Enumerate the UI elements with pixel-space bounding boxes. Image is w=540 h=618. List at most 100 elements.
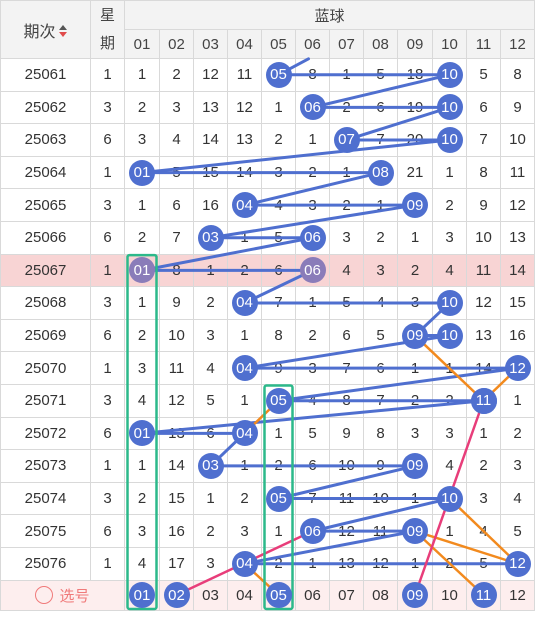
omission-cell: 4	[295, 383, 330, 418]
omission-cell: 9	[329, 416, 364, 451]
table-row[interactable]: 2506710181260643241114	[0, 253, 535, 288]
omission-cell: 3	[397, 286, 433, 320]
omission-cell: 3	[363, 253, 398, 288]
omission-cell: 3	[432, 416, 467, 451]
pick-label-cell[interactable]: 选号	[0, 579, 125, 611]
table-row[interactable]: 25076141730421131212512	[0, 546, 535, 581]
issue-number: 25066	[0, 220, 91, 255]
pick-number[interactable]: 08	[363, 579, 398, 611]
table-row[interactable]: 2507311140312610909423	[0, 449, 535, 483]
omission-cell: 14	[193, 123, 228, 157]
omission-cell: 3	[295, 351, 330, 385]
ball-marker: 09	[402, 452, 428, 479]
omission-cell: 2	[363, 220, 398, 255]
omission-cell: 19	[397, 90, 433, 125]
ball-marker: 06	[299, 224, 326, 251]
omission-cell: 8	[466, 155, 501, 190]
issue-header[interactable]: 期次	[0, 0, 91, 59]
ball-marker: 09	[402, 192, 428, 219]
select-circle-icon[interactable]	[35, 586, 54, 604]
omission-cell: 5	[329, 286, 364, 320]
blue-number-header: 06	[295, 29, 330, 59]
sort-icon[interactable]	[58, 25, 68, 39]
omission-cell: 3	[466, 481, 501, 516]
omission-cell: 3	[261, 155, 296, 190]
table-row[interactable]: 2506531616044321092912	[0, 188, 535, 222]
selected-pick-ball[interactable]: 09	[402, 582, 428, 608]
ball-marker: 10	[436, 126, 463, 153]
omission-cell: 5	[466, 58, 501, 92]
omission-cell: 7	[466, 123, 501, 157]
omission-cell: 4	[500, 481, 535, 516]
omission-cell: 6	[295, 449, 330, 483]
omission-cell: 2	[193, 286, 228, 320]
omission-cell: 12	[329, 514, 364, 548]
ball-marker: 05	[265, 485, 292, 512]
issue-number: 25076	[0, 546, 91, 581]
omission-cell: 10	[329, 449, 364, 483]
issue-number: 25061	[0, 58, 91, 92]
omission-cell: 5	[466, 546, 501, 581]
ball-marker: 04	[231, 355, 258, 382]
omission-cell: 8	[159, 253, 194, 288]
omission-cell: 3	[159, 90, 194, 125]
table-row[interactable]: 250726011360415983312	[0, 416, 535, 451]
pick-number[interactable]: 06	[295, 579, 330, 611]
issue-header-label: 期次	[23, 23, 56, 41]
weekday: 1	[90, 155, 125, 190]
omission-cell: 5	[363, 318, 398, 353]
pick-label: 选号	[59, 587, 90, 605]
omission-cell: 2	[159, 58, 194, 92]
ball-marker: 10	[436, 94, 463, 121]
blue-number-header: 09	[397, 29, 433, 59]
omission-cell: 13	[466, 318, 501, 353]
omission-cell: 1	[227, 318, 262, 353]
omission-cell: 2	[261, 546, 296, 581]
omission-cell: 13	[193, 90, 228, 125]
table-row[interactable]: 2506662703150632131013	[0, 220, 535, 255]
ball-marker: 07	[333, 126, 360, 153]
table-row[interactable]: 250641015151432108211811	[0, 155, 535, 190]
table-row[interactable]: 2507013114049376111412	[0, 351, 535, 385]
ball-marker: 08	[367, 159, 394, 186]
omission-cell: 1	[227, 220, 262, 255]
omission-cell: 16	[193, 188, 228, 222]
omission-cell: 12	[159, 383, 194, 418]
pick-number[interactable]: 03	[193, 579, 228, 611]
selected-pick-ball[interactable]: 02	[163, 582, 190, 608]
issue-number: 25065	[0, 188, 91, 222]
omission-cell: 1	[397, 481, 433, 516]
omission-cell: 2	[329, 188, 364, 222]
omission-cell: 11	[227, 58, 262, 92]
weekday: 6	[90, 220, 125, 255]
omission-cell: 2	[432, 383, 467, 418]
issue-number: 25067	[0, 253, 91, 288]
blue-ball-header: 蓝球	[124, 0, 535, 30]
ball-marker: 12	[504, 550, 531, 577]
ball-marker: 10	[436, 61, 463, 88]
ball-marker: 03	[197, 224, 224, 251]
weekday: 6	[90, 123, 125, 157]
omission-cell: 3	[500, 449, 535, 483]
pick-number[interactable]: 07	[329, 579, 364, 611]
pick-number[interactable]: 04	[227, 579, 262, 611]
omission-cell: 3	[329, 220, 364, 255]
omission-cell: 8	[500, 58, 535, 92]
pick-number[interactable]: 10	[432, 579, 467, 611]
table-row[interactable]: 25075631623106121109145	[0, 514, 535, 548]
omission-cell: 1	[261, 416, 296, 451]
issue-number: 25063	[0, 123, 91, 157]
omission-cell: 20	[397, 123, 433, 157]
omission-cell: 4	[432, 449, 467, 483]
selected-pick-ball[interactable]: 01	[129, 582, 155, 608]
selected-pick-ball[interactable]: 11	[470, 582, 497, 608]
ball-marker: 12	[504, 355, 531, 382]
omission-cell: 16	[500, 318, 535, 353]
omission-cell: 4	[363, 286, 398, 320]
omission-cell: 2	[227, 481, 262, 516]
pick-number[interactable]: 12	[500, 579, 535, 611]
selected-pick-ball[interactable]: 05	[265, 582, 292, 608]
weekday: 3	[90, 481, 125, 516]
omission-cell: 3	[432, 220, 467, 255]
